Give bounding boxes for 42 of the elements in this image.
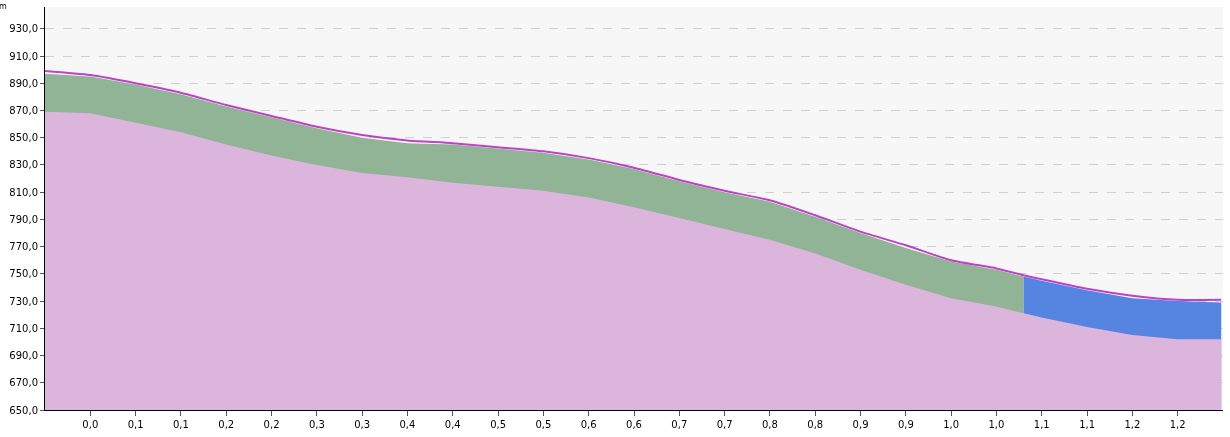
y-tick-label: 870,0 bbox=[9, 104, 38, 116]
y-tick-label: 890,0 bbox=[9, 77, 38, 89]
y-tick-label: 830,0 bbox=[9, 159, 38, 171]
y-tick-label: 730,0 bbox=[9, 295, 38, 307]
y-tick-label: 910,0 bbox=[9, 50, 38, 62]
x-tick-label: 0,4 bbox=[444, 419, 461, 430]
x-tick-label: 0,1 bbox=[127, 419, 144, 430]
y-tick-label: 930,0 bbox=[9, 23, 38, 35]
y-tick-label: 850,0 bbox=[9, 132, 38, 144]
y-tick-label: 690,0 bbox=[9, 350, 38, 362]
x-tick-label: 0,7 bbox=[671, 419, 688, 430]
x-tick-label: 0,5 bbox=[535, 419, 552, 430]
x-tick-label: 1,0 bbox=[943, 419, 960, 430]
x-tick-label: 0,8 bbox=[761, 419, 778, 430]
y-tick-label: 650,0 bbox=[9, 404, 38, 416]
y-tick-label: 810,0 bbox=[9, 186, 38, 198]
y-tick-label: 670,0 bbox=[9, 377, 38, 389]
x-tick-label: 0,8 bbox=[807, 419, 824, 430]
x-tick-label: 0,1 bbox=[172, 419, 189, 430]
y-axis-title: m bbox=[0, 2, 7, 11]
y-tick-label: 750,0 bbox=[9, 268, 38, 280]
x-tick-label: 0,9 bbox=[852, 419, 869, 430]
x-tick-label: 0,7 bbox=[716, 419, 733, 430]
x-tick-label: 0,4 bbox=[399, 419, 416, 430]
x-tick-label: 1,1 bbox=[1033, 419, 1050, 430]
x-tick-label: 1,0 bbox=[988, 419, 1005, 430]
y-tick-label: 790,0 bbox=[9, 213, 38, 225]
x-tick-label: 0,3 bbox=[354, 419, 371, 430]
x-tick-label: 0,5 bbox=[490, 419, 507, 430]
x-tick-label: 0,3 bbox=[308, 419, 325, 430]
x-tick-label: 1,2 bbox=[1169, 419, 1186, 430]
x-tick-label: 1,2 bbox=[1124, 419, 1141, 430]
y-tick-label: 770,0 bbox=[9, 241, 38, 253]
x-tick-label: 0,0 bbox=[82, 419, 99, 430]
x-tick-label: 0,9 bbox=[897, 419, 914, 430]
y-tick-label: 710,0 bbox=[9, 322, 38, 334]
line-series bbox=[45, 69, 1223, 301]
x-tick-label: 1,1 bbox=[1079, 419, 1096, 430]
x-tick-label: 0,2 bbox=[263, 419, 280, 430]
x-tick-label: 0,6 bbox=[580, 419, 597, 430]
x-tick-label: 0,2 bbox=[218, 419, 235, 430]
x-tick-label: 0,6 bbox=[626, 419, 642, 430]
